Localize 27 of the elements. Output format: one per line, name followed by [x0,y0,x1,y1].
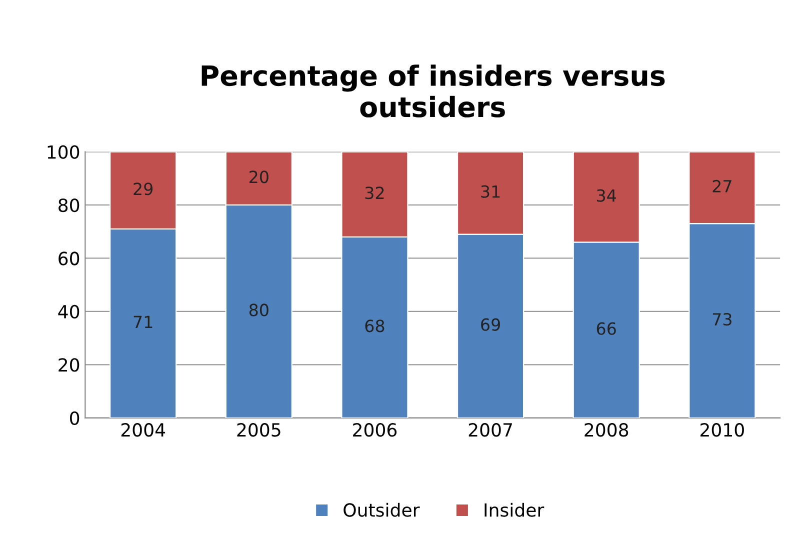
data-label: 31 [481,185,500,198]
data-label: 32 [365,186,384,200]
data-label: 68 [365,320,384,332]
data-label: 34 [597,189,616,202]
data-label: 69 [481,318,500,331]
y-tick-label: 0 [70,411,80,425]
y-tick-label: 100 [48,145,80,159]
x-tick-label: 2006 [353,423,397,437]
data-label: 66 [596,322,616,335]
x-tick-label: 2005 [237,423,280,437]
data-label: 80 [249,304,268,316]
x-tick-label: 2010 [700,423,744,437]
legend-label: Insider [484,502,544,517]
y-tick-label: 80 [58,198,80,212]
y-tick-label: 20 [58,358,80,372]
x-tick-label: 2008 [584,423,628,437]
data-label: 29 [134,182,153,196]
data-label: 71 [134,316,152,328]
chart-title: Percentage of insiders versus outsiders [202,64,665,118]
data-label: 27 [712,180,732,192]
legend-label: Outsider [344,502,420,517]
x-tick-label: 2007 [468,423,512,437]
y-tick-label: 60 [58,252,80,266]
x-tick-label: 2004 [121,423,166,437]
y-tick-label: 40 [58,304,80,319]
data-label: 20 [250,170,268,184]
data-label: 73 [712,312,732,326]
